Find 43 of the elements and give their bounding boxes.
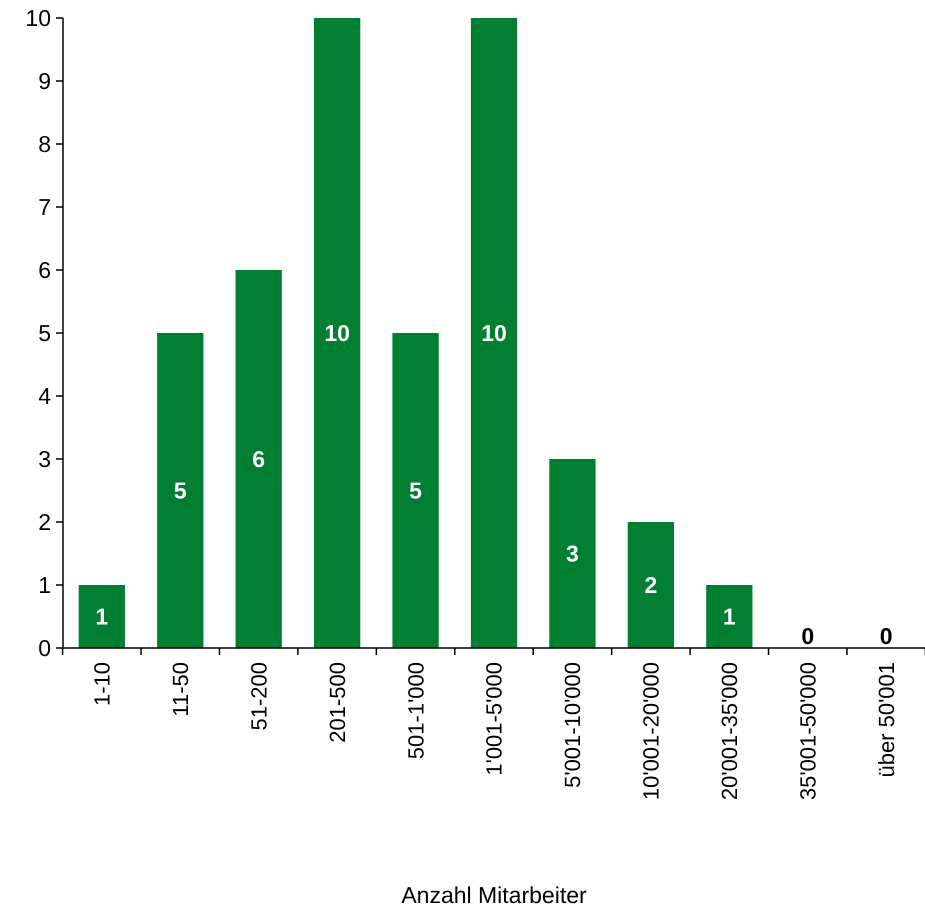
data-label: 0: [801, 623, 814, 649]
x-tick-label: über 50'001: [874, 662, 899, 778]
y-tick-label: 1: [38, 572, 51, 598]
data-label: 10: [324, 320, 350, 346]
x-tick-label: 5'001-10'000: [560, 662, 586, 788]
bar: [78, 585, 125, 648]
data-label: 2: [644, 572, 658, 598]
bar: [392, 333, 439, 648]
data-label: 6: [252, 446, 266, 472]
bar: [706, 585, 752, 648]
x-tick-label: 35'001-50'000: [795, 662, 820, 800]
x-tick-label: 201-500: [324, 662, 350, 743]
y-tick-label: 2: [38, 509, 51, 536]
data-label: 5: [409, 478, 422, 504]
data-label: 10: [481, 320, 507, 346]
x-tick-label: 10'001-20'000: [638, 662, 664, 800]
bar: [470, 18, 518, 648]
bar: [628, 522, 674, 648]
x-tick-label: 1'001-5'000: [482, 662, 507, 776]
data-label: 3: [566, 540, 579, 567]
bar: [236, 270, 282, 648]
x-tick-label: 1-10: [90, 662, 115, 706]
y-tick-label: 8: [38, 131, 51, 158]
x-tick-label: 501-1'000: [403, 662, 428, 760]
y-tick-label: 3: [38, 446, 51, 472]
x-tick-label: 11-50: [168, 662, 193, 717]
y-tick-label: 4: [38, 383, 52, 410]
x-tick-label: 20'001-35'000: [717, 662, 742, 800]
bar: [314, 18, 360, 648]
y-tick-label: 10: [25, 5, 51, 32]
bar: [549, 459, 596, 648]
data-label: 1: [95, 604, 108, 630]
x-axis-title: Anzahl Mitarbeiter: [401, 882, 588, 908]
data-label: 0: [880, 623, 893, 649]
y-tick-label: 6: [38, 257, 51, 284]
data-label: 5: [174, 478, 187, 504]
x-tick-label: 51-200: [246, 662, 272, 731]
y-tick-label: 0: [38, 635, 51, 662]
data-label: 1: [722, 604, 736, 630]
y-tick-label: 5: [38, 320, 51, 346]
bar: [157, 333, 204, 648]
y-tick-label: 9: [38, 68, 51, 94]
y-tick-label: 7: [38, 194, 51, 220]
